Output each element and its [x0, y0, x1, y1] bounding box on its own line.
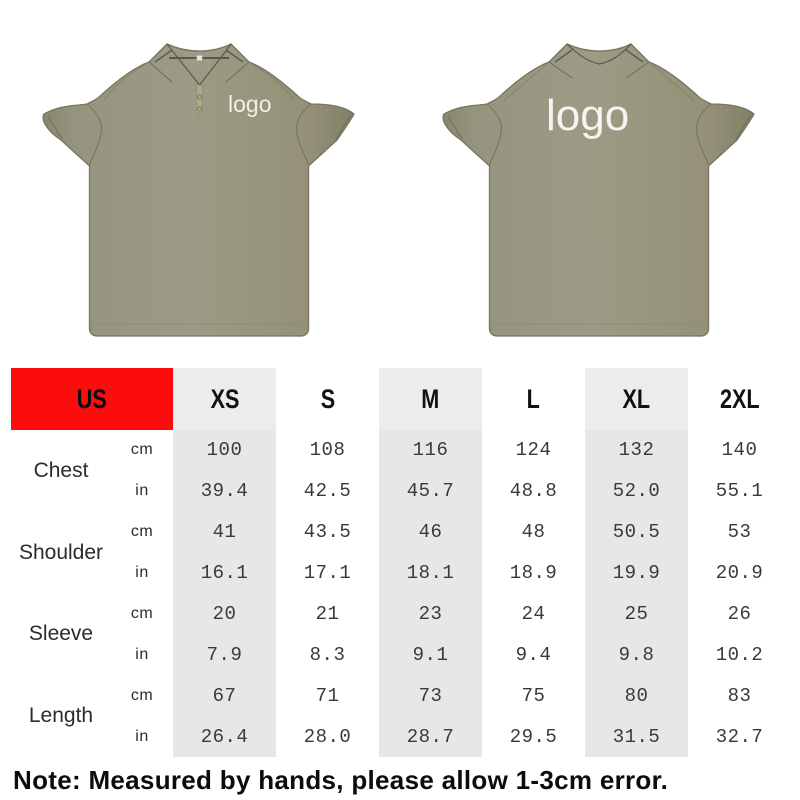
- svg-text:logo: logo: [228, 91, 271, 117]
- svg-text:logo: logo: [546, 91, 629, 140]
